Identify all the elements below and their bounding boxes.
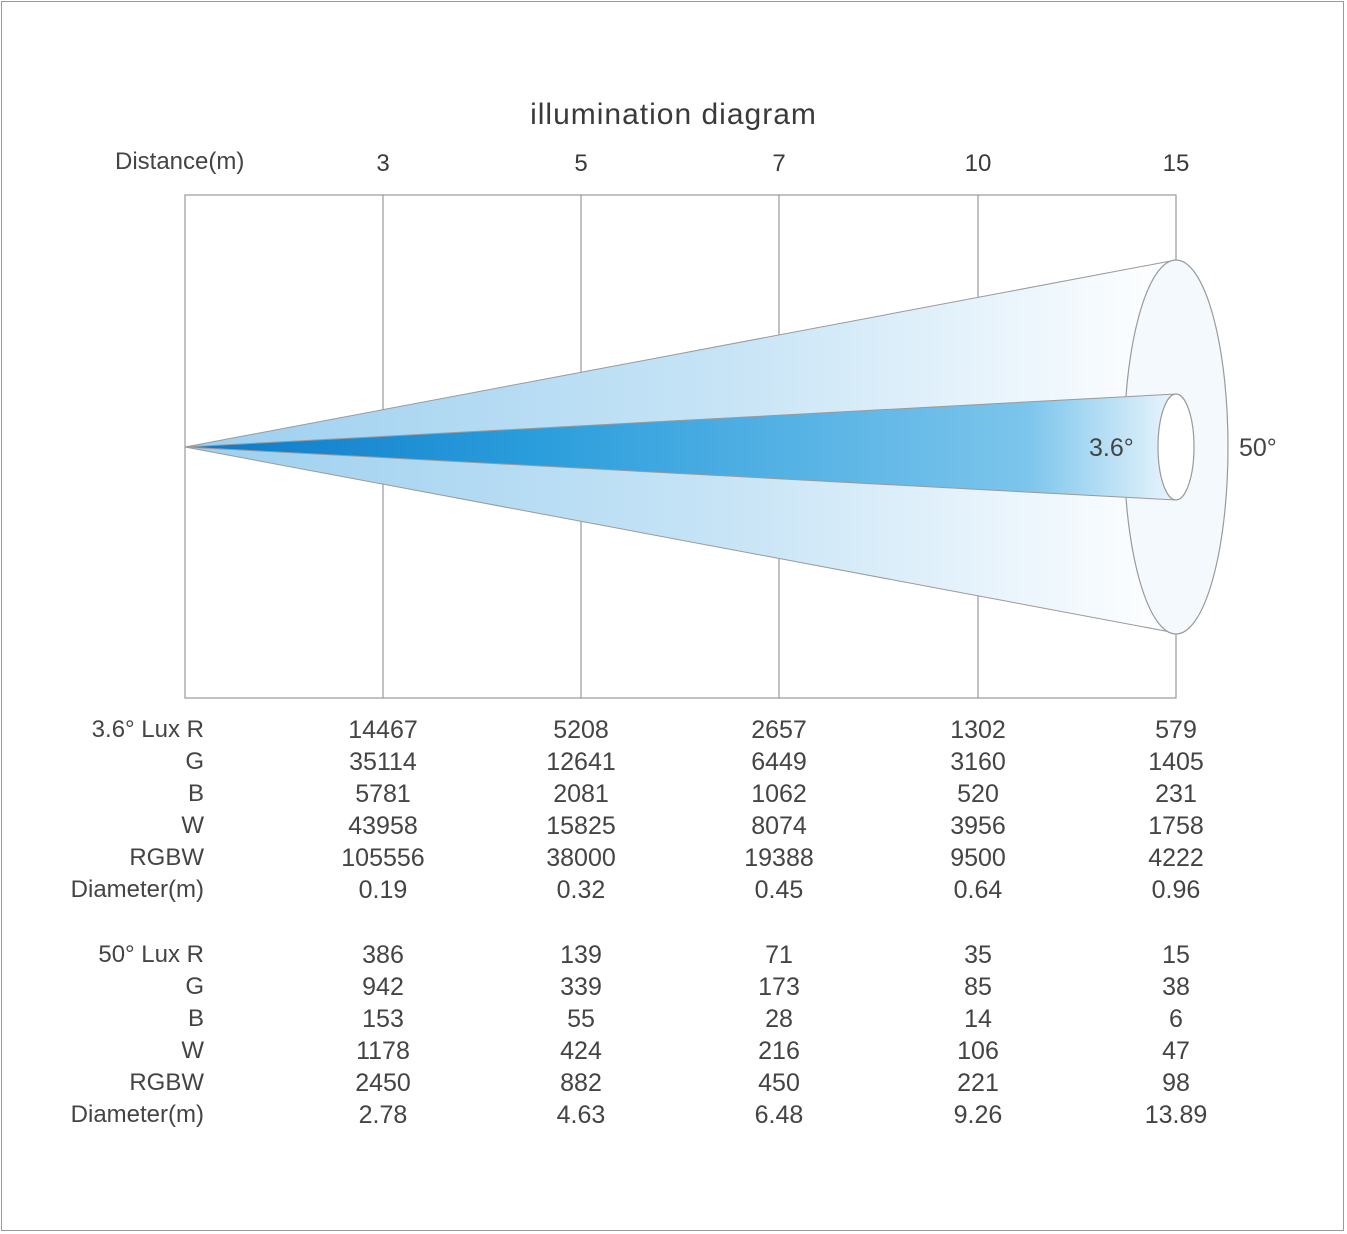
table-cell: 424 bbox=[560, 1037, 602, 1065]
table-cell: 231 bbox=[1155, 780, 1197, 808]
table-cell: 1302 bbox=[950, 716, 1006, 744]
table-cell: 9.26 bbox=[953, 1101, 1003, 1129]
table-cell: 579 bbox=[1155, 716, 1197, 744]
distance-tick-label: 7 bbox=[772, 150, 786, 177]
table-cell: 5781 bbox=[355, 780, 411, 808]
table-cell: 2450 bbox=[355, 1069, 411, 1097]
row-label: Diameter(m) bbox=[70, 876, 204, 903]
table-cell: 0.45 bbox=[754, 876, 804, 904]
table-cell: 139 bbox=[560, 941, 602, 969]
table-cell: 0.96 bbox=[1151, 876, 1201, 904]
row-label: W bbox=[181, 1037, 204, 1064]
table-cell: 1062 bbox=[751, 780, 807, 808]
table-cell: 450 bbox=[758, 1069, 800, 1097]
table-cell: 3956 bbox=[950, 812, 1006, 840]
table-cell: 43958 bbox=[348, 812, 418, 840]
row-label: Diameter(m) bbox=[70, 1101, 204, 1128]
table-cell: 13.89 bbox=[1144, 1101, 1208, 1129]
row-label: G bbox=[185, 748, 204, 775]
row-label: RGBW bbox=[129, 844, 204, 871]
table-cell: 2081 bbox=[553, 780, 609, 808]
table-cell: 19388 bbox=[744, 844, 814, 872]
table-cell: 98 bbox=[1162, 1069, 1190, 1097]
table-cell: 4222 bbox=[1148, 844, 1204, 872]
distance-axis-label: Distance(m) bbox=[115, 148, 245, 175]
table-cell: 6 bbox=[1169, 1005, 1183, 1033]
table-cell: 47 bbox=[1162, 1037, 1190, 1065]
table-cell: 8074 bbox=[751, 812, 807, 840]
row-label: W bbox=[181, 812, 204, 839]
table-cell: 35114 bbox=[349, 748, 417, 776]
table-cell: 1758 bbox=[1148, 812, 1204, 840]
table-cell: 15 bbox=[1162, 941, 1190, 969]
table-cell: 14467 bbox=[348, 716, 418, 744]
table-cell: 14 bbox=[964, 1005, 992, 1033]
distance-tick-label: 5 bbox=[574, 150, 588, 177]
table-cell: 71 bbox=[765, 941, 793, 969]
table-cell: 5208 bbox=[553, 716, 609, 744]
table-cell: 35 bbox=[964, 941, 992, 969]
table-cell: 0.64 bbox=[953, 876, 1003, 904]
table-cell: 38000 bbox=[546, 844, 616, 872]
table-cell: 339 bbox=[560, 973, 602, 1001]
row-label: G bbox=[185, 973, 204, 1000]
row-label: B bbox=[187, 1005, 204, 1032]
table-cell: 38 bbox=[1162, 973, 1190, 1001]
row-label: 50° Lux R bbox=[98, 941, 204, 968]
table-cell: 6.48 bbox=[754, 1101, 804, 1129]
table-cell: 0.32 bbox=[556, 876, 606, 904]
distance-tick-label: 10 bbox=[964, 150, 992, 177]
table-cell: 106 bbox=[957, 1037, 999, 1065]
narrow-beam-end bbox=[1157, 393, 1195, 501]
table-cell: 9500 bbox=[950, 844, 1006, 872]
table-cell: 1178 bbox=[356, 1037, 410, 1065]
table-cell: 882 bbox=[560, 1069, 602, 1097]
table-cell: 6449 bbox=[751, 748, 807, 776]
table-cell: 2657 bbox=[751, 716, 807, 744]
distance-tick-label: 15 bbox=[1162, 150, 1190, 177]
row-label: B bbox=[187, 780, 204, 807]
table-cell: 12641 bbox=[546, 748, 616, 776]
wide-beam-angle-label: 50° bbox=[1239, 434, 1277, 462]
table-cell: 105556 bbox=[341, 844, 425, 872]
narrow-beam-angle-label: 3.6° bbox=[1089, 434, 1134, 462]
table-cell: 520 bbox=[957, 780, 999, 808]
diagram-title: illumination diagram bbox=[530, 98, 817, 131]
table-cell: 221 bbox=[957, 1069, 999, 1097]
table-cell: 153 bbox=[362, 1005, 404, 1033]
table-cell: 28 bbox=[765, 1005, 793, 1033]
table-cell: 15825 bbox=[546, 812, 616, 840]
row-label: 3.6° Lux R bbox=[91, 716, 204, 743]
table-cell: 3160 bbox=[950, 748, 1006, 776]
table-cell: 85 bbox=[964, 973, 992, 1001]
table-cell: 216 bbox=[758, 1037, 800, 1065]
table-cell: 55 bbox=[567, 1005, 595, 1033]
table-cell: 1405 bbox=[1148, 748, 1204, 776]
row-label: RGBW bbox=[129, 1069, 204, 1096]
table-cell: 173 bbox=[758, 973, 800, 1001]
table-cell: 942 bbox=[362, 973, 404, 1001]
table-cell: 0.19 bbox=[358, 876, 408, 904]
table-cell: 386 bbox=[362, 941, 404, 969]
table-cell: 4.63 bbox=[556, 1101, 606, 1129]
table-cell: 2.78 bbox=[358, 1101, 408, 1129]
distance-tick-label: 3 bbox=[376, 150, 390, 177]
